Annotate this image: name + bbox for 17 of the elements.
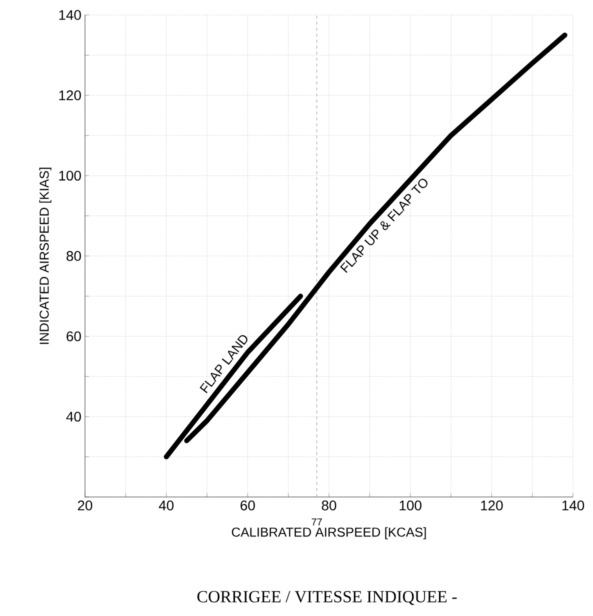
x-tick-label: 60 — [240, 500, 255, 510]
ref-line-label: 77 — [312, 518, 322, 526]
x-tick-label: 80 — [322, 500, 336, 510]
y-tick-label: 60 — [66, 331, 81, 342]
text: CORRIGEE / VITESSE INDIQUEE - — [197, 591, 457, 605]
y-axis-title: INDICATED AIRSPEED [KIAS] — [39, 168, 52, 344]
x-tick-label: 100 — [400, 500, 422, 510]
y-tick-label: 120 — [59, 90, 81, 100]
y-tick-label: 100 — [59, 170, 81, 181]
x-tick-label: 20 — [78, 500, 92, 510]
y-tick-label: 80 — [66, 251, 81, 261]
x-tick-label: 40 — [158, 500, 174, 510]
y-tick-label: 40 — [66, 412, 81, 422]
y-tick-label: 140 — [59, 10, 81, 20]
x-tick-label: 120 — [481, 500, 503, 510]
x-axis-title: CALIBRATED AIRSPEED [KCAS] — [232, 527, 426, 540]
x-tick-label: 140 — [562, 500, 584, 510]
